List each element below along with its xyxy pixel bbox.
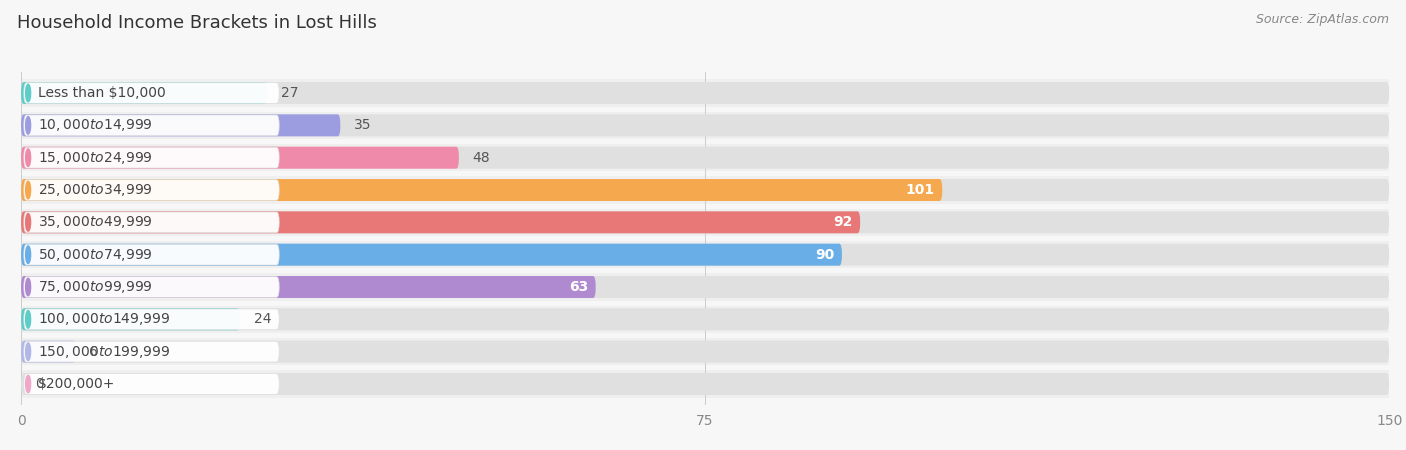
Text: Source: ZipAtlas.com: Source: ZipAtlas.com xyxy=(1256,14,1389,27)
FancyBboxPatch shape xyxy=(21,80,1389,107)
Text: 48: 48 xyxy=(472,151,491,165)
FancyBboxPatch shape xyxy=(21,338,1389,365)
Text: $75,000 to $99,999: $75,000 to $99,999 xyxy=(38,279,153,295)
FancyBboxPatch shape xyxy=(21,144,1389,171)
FancyBboxPatch shape xyxy=(24,341,280,362)
FancyBboxPatch shape xyxy=(21,147,458,169)
Text: Household Income Brackets in Lost Hills: Household Income Brackets in Lost Hills xyxy=(17,14,377,32)
Text: Less than $10,000: Less than $10,000 xyxy=(38,86,166,100)
Text: 27: 27 xyxy=(281,86,298,100)
Text: 0: 0 xyxy=(35,377,44,391)
FancyBboxPatch shape xyxy=(21,212,860,234)
FancyBboxPatch shape xyxy=(21,276,596,298)
FancyBboxPatch shape xyxy=(21,241,1389,268)
Circle shape xyxy=(25,117,31,134)
FancyBboxPatch shape xyxy=(21,179,1389,201)
FancyBboxPatch shape xyxy=(21,276,1389,298)
FancyBboxPatch shape xyxy=(24,309,280,330)
FancyBboxPatch shape xyxy=(24,277,280,297)
FancyBboxPatch shape xyxy=(21,147,1389,169)
FancyBboxPatch shape xyxy=(21,112,1389,139)
FancyBboxPatch shape xyxy=(24,212,280,233)
FancyBboxPatch shape xyxy=(21,209,1389,236)
FancyBboxPatch shape xyxy=(24,180,280,200)
FancyBboxPatch shape xyxy=(21,114,340,136)
Circle shape xyxy=(25,246,31,263)
Text: $10,000 to $14,999: $10,000 to $14,999 xyxy=(38,117,153,133)
Text: $50,000 to $74,999: $50,000 to $74,999 xyxy=(38,247,153,263)
Text: $100,000 to $149,999: $100,000 to $149,999 xyxy=(38,311,170,327)
FancyBboxPatch shape xyxy=(21,114,1389,136)
Text: 63: 63 xyxy=(569,280,588,294)
FancyBboxPatch shape xyxy=(21,274,1389,301)
Text: 24: 24 xyxy=(253,312,271,326)
FancyBboxPatch shape xyxy=(21,341,76,363)
FancyBboxPatch shape xyxy=(21,82,1389,104)
FancyBboxPatch shape xyxy=(21,306,1389,333)
FancyBboxPatch shape xyxy=(21,212,1389,234)
FancyBboxPatch shape xyxy=(21,370,1389,397)
Circle shape xyxy=(25,181,31,199)
Text: 92: 92 xyxy=(834,216,853,230)
FancyBboxPatch shape xyxy=(21,308,1389,330)
FancyBboxPatch shape xyxy=(24,115,280,136)
Text: 101: 101 xyxy=(905,183,935,197)
Text: $15,000 to $24,999: $15,000 to $24,999 xyxy=(38,150,153,166)
FancyBboxPatch shape xyxy=(21,243,1389,266)
Circle shape xyxy=(25,278,31,296)
Circle shape xyxy=(25,214,31,231)
Circle shape xyxy=(25,310,31,328)
FancyBboxPatch shape xyxy=(21,373,1389,395)
FancyBboxPatch shape xyxy=(21,308,240,330)
Text: $35,000 to $49,999: $35,000 to $49,999 xyxy=(38,214,153,230)
FancyBboxPatch shape xyxy=(24,244,280,265)
FancyBboxPatch shape xyxy=(24,374,280,394)
Text: 6: 6 xyxy=(90,345,98,359)
Circle shape xyxy=(25,375,31,393)
FancyBboxPatch shape xyxy=(21,179,942,201)
Text: $200,000+: $200,000+ xyxy=(38,377,115,391)
FancyBboxPatch shape xyxy=(21,243,842,266)
Text: 35: 35 xyxy=(354,118,371,132)
FancyBboxPatch shape xyxy=(21,176,1389,203)
FancyBboxPatch shape xyxy=(21,341,1389,363)
Circle shape xyxy=(25,149,31,166)
FancyBboxPatch shape xyxy=(21,82,267,104)
Text: $25,000 to $34,999: $25,000 to $34,999 xyxy=(38,182,153,198)
FancyBboxPatch shape xyxy=(24,147,280,168)
Circle shape xyxy=(25,84,31,102)
Text: $150,000 to $199,999: $150,000 to $199,999 xyxy=(38,344,170,360)
Text: 90: 90 xyxy=(815,248,835,261)
FancyBboxPatch shape xyxy=(24,83,280,104)
Circle shape xyxy=(25,343,31,360)
